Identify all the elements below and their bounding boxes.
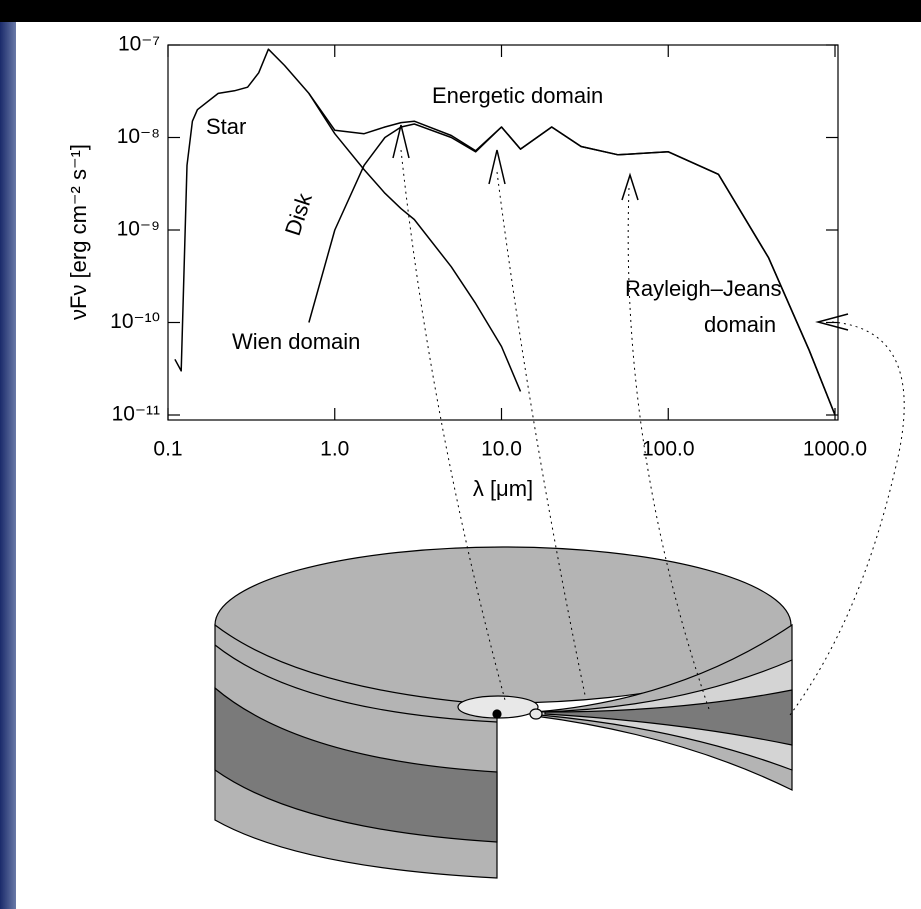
x-tick-label: 0.1 <box>153 438 182 461</box>
annotation: Rayleigh–Jeans <box>625 276 782 301</box>
side-strip <box>0 22 16 909</box>
y-axis-label: νFν [erg cm⁻² s⁻¹] <box>66 144 91 320</box>
annotation: Wien domain <box>232 329 360 354</box>
annotation: Energetic domain <box>432 83 603 108</box>
arrow <box>621 172 639 201</box>
connector <box>789 321 905 716</box>
x-axis-label: λ [μm] <box>473 476 533 501</box>
annotation: domain <box>704 312 776 337</box>
inner-rim <box>529 708 543 720</box>
series-label: Star <box>206 114 246 139</box>
connector <box>627 187 711 713</box>
disk-layer <box>214 686 498 843</box>
y-tick-label: 10⁻⁷ <box>118 33 160 56</box>
plot <box>174 48 836 416</box>
plot-frame <box>167 44 839 421</box>
disk-diagram <box>214 546 793 879</box>
disk-wedge-midplane <box>544 689 793 746</box>
star <box>492 709 502 719</box>
arrow <box>392 124 410 159</box>
y-tick-label: 10⁻⁹ <box>117 218 160 241</box>
y-tick-label: 10⁻¹¹ <box>112 403 160 426</box>
arrow <box>488 149 506 185</box>
x-tick-label: 1.0 <box>320 438 349 461</box>
y-tick-label: 10⁻⁸ <box>117 125 160 148</box>
x-tick-label: 100.0 <box>642 438 695 461</box>
series-line <box>308 92 836 416</box>
x-tick-label: 10.0 <box>481 438 522 461</box>
connector <box>400 149 506 701</box>
series-line <box>174 48 522 392</box>
series-group <box>174 48 836 416</box>
connector <box>496 171 586 696</box>
y-tick-label: 10⁻¹⁰ <box>110 310 160 333</box>
disk-edge <box>214 644 498 723</box>
x-tick-label: 1000.0 <box>803 438 867 461</box>
